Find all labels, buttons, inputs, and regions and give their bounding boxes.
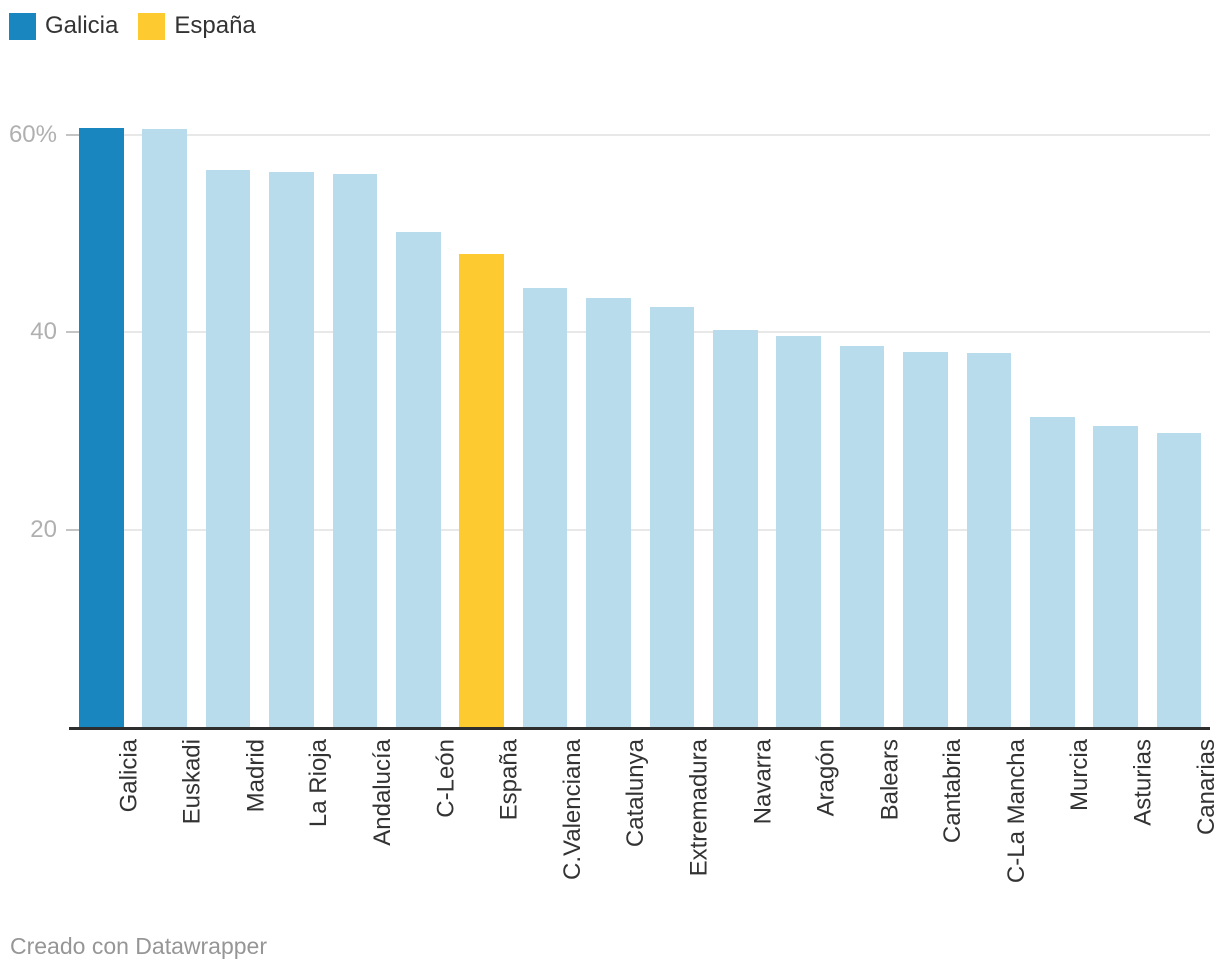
bar-c-la-mancha[interactable] bbox=[966, 353, 1012, 727]
gridline-20 bbox=[66, 528, 1210, 531]
x-label-c-valenciana: C.Valenciana bbox=[559, 739, 587, 880]
bar-galicia[interactable] bbox=[79, 128, 124, 727]
x-label-c-la-mancha: C-La Mancha bbox=[1002, 739, 1030, 884]
gridline-60 bbox=[66, 134, 1210, 136]
bar-navarra[interactable] bbox=[713, 330, 758, 727]
bar-murcia[interactable] bbox=[1030, 417, 1075, 727]
x-label-canarias: Canarias bbox=[1193, 739, 1220, 836]
x-label-c-le-n: C-León bbox=[432, 739, 460, 818]
axis-tick-20 bbox=[66, 528, 79, 531]
x-label-murcia: Murcia bbox=[1066, 739, 1094, 812]
axis-tick-60 bbox=[66, 134, 79, 136]
x-label-asturias: Asturias bbox=[1129, 739, 1157, 826]
x-label-galicia: Galicia bbox=[115, 739, 143, 813]
legend: Galicia España bbox=[9, 12, 256, 40]
attribution-text: Creado con Datawrapper bbox=[10, 933, 267, 959]
y-tick-label-20: 20 bbox=[30, 515, 57, 543]
x-label-balears: Balears bbox=[876, 739, 904, 821]
y-tick-label-60: 60% bbox=[8, 121, 57, 148]
bar-extremadura[interactable] bbox=[649, 306, 695, 727]
x-axis-baseline bbox=[69, 727, 1210, 730]
gridline-40 bbox=[66, 331, 1210, 334]
bar-cantabria[interactable] bbox=[903, 352, 948, 727]
x-label-extremadura: Extremadura bbox=[685, 739, 713, 877]
legend-item-galicia: Galicia bbox=[9, 12, 118, 40]
legend-label-galicia: Galicia bbox=[45, 12, 119, 39]
x-label-catalunya: Catalunya bbox=[622, 739, 650, 848]
bar-espa-a[interactable] bbox=[459, 254, 504, 727]
bar-c-valenciana[interactable] bbox=[522, 287, 568, 727]
bar-arag-n[interactable] bbox=[776, 336, 821, 727]
legend-label-espana: España bbox=[174, 12, 256, 39]
x-label-andaluc-a: Andalucía bbox=[368, 739, 396, 846]
x-label-madrid: Madrid bbox=[242, 739, 270, 813]
bar-catalunya[interactable] bbox=[586, 297, 631, 727]
y-tick-label-40: 40 bbox=[30, 318, 57, 346]
bar-c-le-n[interactable] bbox=[396, 231, 441, 727]
attribution: Creado con Datawrapper bbox=[10, 933, 267, 960]
legend-swatch-galicia bbox=[9, 12, 36, 40]
bar-madrid[interactable] bbox=[205, 169, 251, 727]
x-label-la-rioja: La Rioja bbox=[305, 739, 333, 828]
x-label-cantabria: Cantabria bbox=[939, 739, 967, 844]
bar-euskadi[interactable] bbox=[142, 129, 187, 727]
legend-item-espana: España bbox=[138, 12, 256, 40]
x-label-navarra: Navarra bbox=[749, 739, 777, 825]
bar-la-rioja[interactable] bbox=[269, 172, 314, 727]
axis-tick-40 bbox=[66, 331, 79, 334]
x-label-arag-n: Aragón bbox=[812, 739, 840, 817]
bar-balears[interactable] bbox=[839, 346, 885, 727]
x-label-euskadi: Euskadi bbox=[178, 739, 206, 825]
x-label-espa-a: España bbox=[495, 739, 523, 821]
legend-swatch-espana bbox=[138, 12, 166, 40]
bar-asturias[interactable] bbox=[1093, 426, 1138, 727]
bar-andaluc-a[interactable] bbox=[332, 174, 378, 727]
bar-canarias[interactable] bbox=[1156, 432, 1202, 727]
